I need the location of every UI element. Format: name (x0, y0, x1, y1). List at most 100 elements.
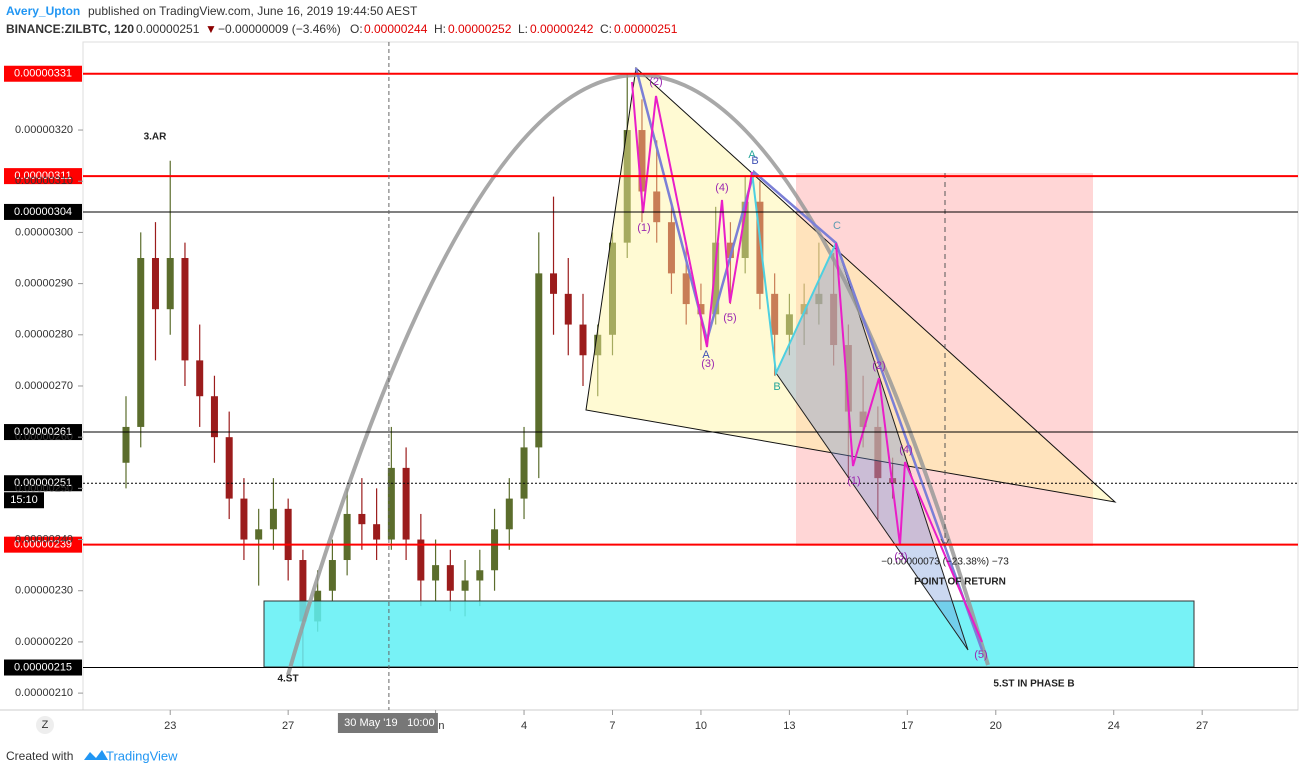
x-tick-label: 24 (1108, 720, 1120, 732)
x-tick-label: 20 (990, 720, 1002, 732)
y-tick-label: 0.00000310 (15, 175, 73, 187)
candle-body (328, 560, 336, 591)
candle-body (240, 498, 248, 540)
measure-label: −0.00000073 (−23.38%) −73 (881, 557, 1009, 568)
candle-body (151, 258, 159, 310)
candle-body (535, 273, 543, 448)
zoom-button[interactable] (36, 716, 54, 734)
y-tick-label: 0.00000280 (15, 329, 73, 341)
price-level-label: 0.00000239 (14, 539, 72, 551)
candle-body (166, 258, 174, 310)
candle-body (623, 130, 631, 243)
candle-body (491, 529, 499, 571)
x-tick-label: 27 (1196, 720, 1208, 732)
x-tick-label: 7 (609, 720, 615, 732)
price-level-box (4, 659, 82, 676)
candle-body (844, 345, 852, 412)
x-tick-label: 27 (282, 720, 294, 732)
open: 0.00000244 (364, 22, 428, 36)
y-tick-label: 0.00000270 (15, 380, 73, 392)
y-tick-label: 0.00000290 (15, 278, 73, 290)
wave-2 (835, 242, 983, 643)
price-level-label: 0.00000251 (14, 477, 72, 489)
x-tick-label: 10 (695, 720, 707, 732)
wave-label: (5) (723, 312, 736, 324)
candle-body (299, 560, 307, 622)
candle-body (800, 304, 808, 315)
candle-body (564, 293, 572, 325)
crosshair-date: 30 May '19 (344, 717, 397, 729)
candle-body (461, 580, 469, 591)
candle-body (785, 314, 793, 335)
price-level-label: 0.00000304 (14, 206, 72, 218)
footer-brand[interactable]: TradingView (106, 748, 178, 763)
price-level-label: 0.00000261 (14, 426, 72, 438)
price-level-box (4, 168, 82, 185)
candle-body (505, 498, 513, 530)
candle-body (653, 191, 661, 223)
support-box (263, 600, 1195, 668)
price-level-box (4, 475, 82, 492)
abc-line (634, 67, 984, 651)
y-tick-label: 0.00000320 (15, 124, 73, 136)
zoom-label[interactable]: Z (42, 719, 49, 731)
candle-body (608, 242, 616, 335)
candle-body (859, 411, 867, 427)
countdown-box (4, 492, 44, 509)
wave-label: (3) (894, 551, 907, 563)
arrow: ▼ (205, 22, 217, 36)
crosshair-time: 10:00 (407, 717, 435, 729)
levels: 0.00000331 0.00000311 0.00000304 0.00000261… (4, 65, 1298, 676)
candle-body (417, 539, 425, 581)
close-label: C: (600, 22, 612, 36)
candle-body (196, 360, 204, 397)
candle-body (682, 273, 690, 305)
candle-body (594, 334, 602, 356)
wave-label: C (833, 220, 841, 232)
x-tick-label: 13 (783, 720, 795, 732)
y-tick-label: 0.00000250 (15, 482, 73, 494)
price-level-box (4, 536, 82, 553)
close: 0.00000251 (614, 22, 678, 36)
annotation: 4.ST (277, 674, 298, 685)
wave-label: A (702, 349, 710, 361)
footer-created: Created with (6, 749, 73, 763)
candle-body (181, 258, 189, 361)
candle-body (726, 242, 734, 259)
candle-body (830, 293, 838, 346)
price-level-label: 0.00000331 (14, 68, 72, 80)
candle-body (815, 293, 823, 305)
countdown: 15:10 (10, 494, 38, 506)
low-label: L: (518, 22, 528, 36)
change: −0.00000009 (−3.46%) (218, 22, 341, 36)
candle-body (756, 201, 764, 294)
open-label: O: (350, 22, 363, 36)
candle-body (255, 529, 263, 540)
wave-label: A (748, 149, 756, 161)
candle-body (358, 513, 366, 525)
last: 0.00000251 (136, 22, 200, 36)
symbol: BINANCE:ZILBTC, 120 (6, 22, 134, 36)
candle-body (373, 524, 381, 540)
candle-body (667, 222, 675, 274)
wave-label: (3) (701, 358, 714, 370)
low: 0.00000242 (530, 22, 594, 36)
x-tick-label: 23 (164, 720, 176, 732)
price-level-box (4, 424, 82, 441)
author[interactable]: Avery_Upton (6, 4, 80, 18)
annotation: POINT OF RETURN (914, 577, 1006, 588)
wave-label: (2) (872, 360, 885, 372)
y-tick-label: 0.00000240 (15, 533, 73, 545)
y-tick-label: 0.00000210 (15, 687, 73, 699)
wave-label: (1) (847, 475, 860, 487)
x-tick-label: 17 (901, 720, 913, 732)
candle-body (269, 508, 277, 530)
candle-body (712, 242, 720, 315)
candle-body (343, 513, 351, 561)
candle-body (432, 565, 440, 581)
annotation: 5.ST IN PHASE B (993, 679, 1074, 690)
x-tick-label: 4 (521, 720, 527, 732)
y-tick-label: 0.00000260 (15, 431, 73, 443)
price-axis (0, 42, 83, 710)
